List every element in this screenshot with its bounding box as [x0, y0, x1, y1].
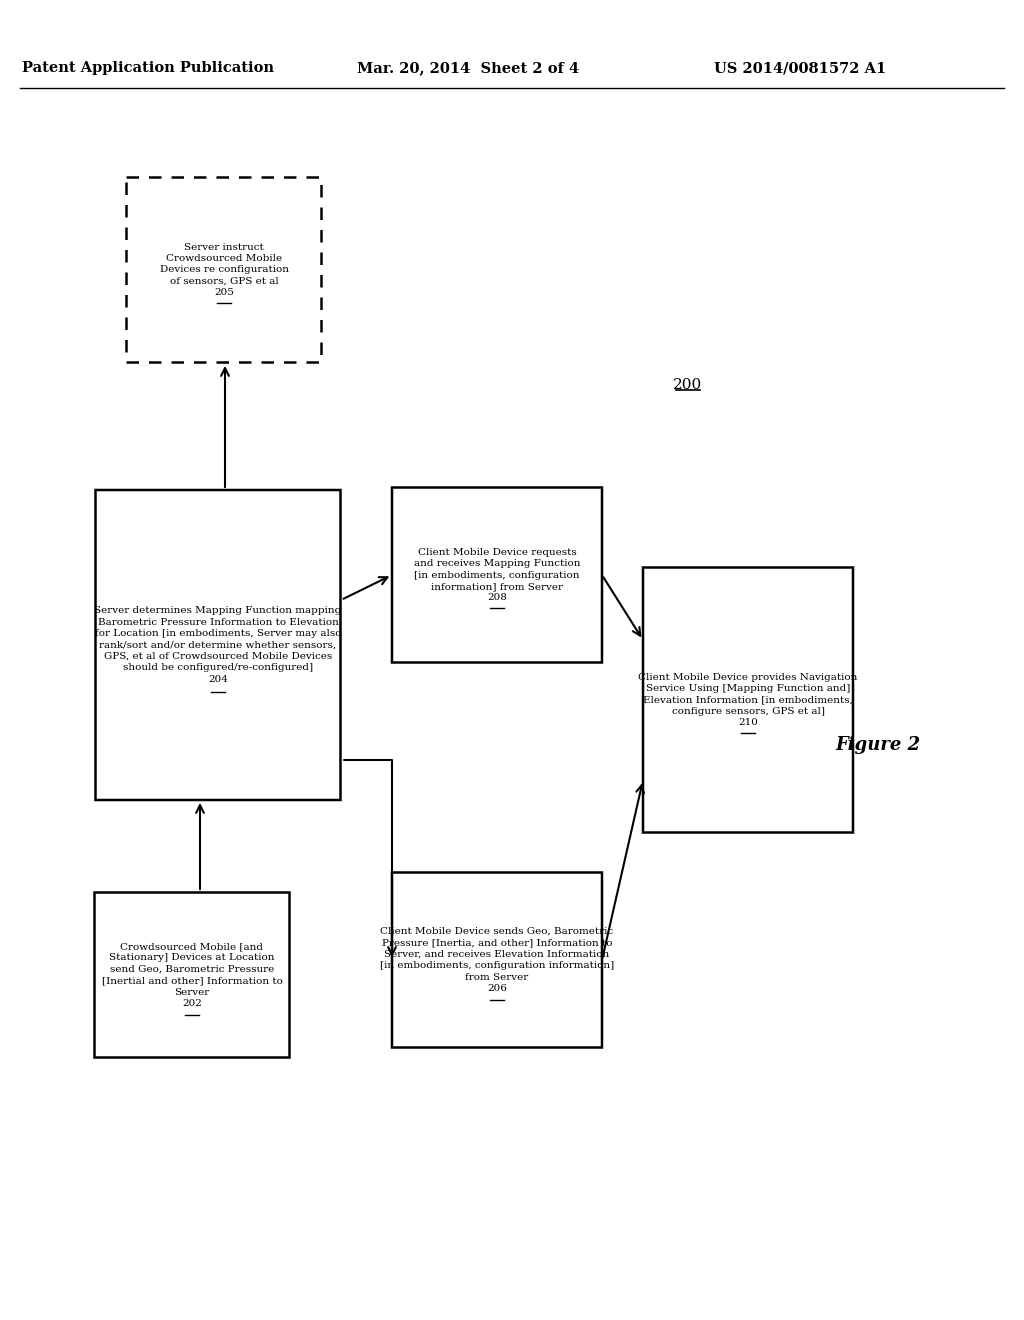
- Text: Client Mobile Device provides Navigation
Service Using [Mapping Function and]
El: Client Mobile Device provides Navigation…: [638, 673, 858, 727]
- FancyBboxPatch shape: [392, 873, 602, 1048]
- Text: Figure 2: Figure 2: [836, 737, 921, 754]
- Text: Server instruct
Crowdsourced Mobile
Devices re configuration
of sensors, GPS et : Server instruct Crowdsourced Mobile Devi…: [160, 243, 289, 297]
- FancyBboxPatch shape: [643, 568, 853, 833]
- Text: Crowdsourced Mobile [and
Stationary] Devices at Location
send Geo, Barometric Pr: Crowdsourced Mobile [and Stationary] Dev…: [101, 942, 283, 1008]
- Text: 200: 200: [674, 378, 702, 392]
- Text: Client Mobile Device sends Geo, Barometric
Pressure [Inertia, and other] Informa: Client Mobile Device sends Geo, Barometr…: [380, 927, 614, 993]
- FancyBboxPatch shape: [94, 892, 290, 1057]
- Text: Server determines Mapping Function mapping
Barometric Pressure Information to El: Server determines Mapping Function mappi…: [94, 606, 342, 684]
- Text: Client Mobile Device requests
and receives Mapping Function
[in embodiments, con: Client Mobile Device requests and receiv…: [414, 548, 581, 602]
- FancyBboxPatch shape: [392, 487, 602, 663]
- Text: Mar. 20, 2014  Sheet 2 of 4: Mar. 20, 2014 Sheet 2 of 4: [357, 61, 579, 75]
- FancyBboxPatch shape: [127, 177, 322, 363]
- Text: Patent Application Publication: Patent Application Publication: [22, 61, 274, 75]
- Text: US 2014/0081572 A1: US 2014/0081572 A1: [714, 61, 886, 75]
- FancyBboxPatch shape: [95, 490, 341, 800]
